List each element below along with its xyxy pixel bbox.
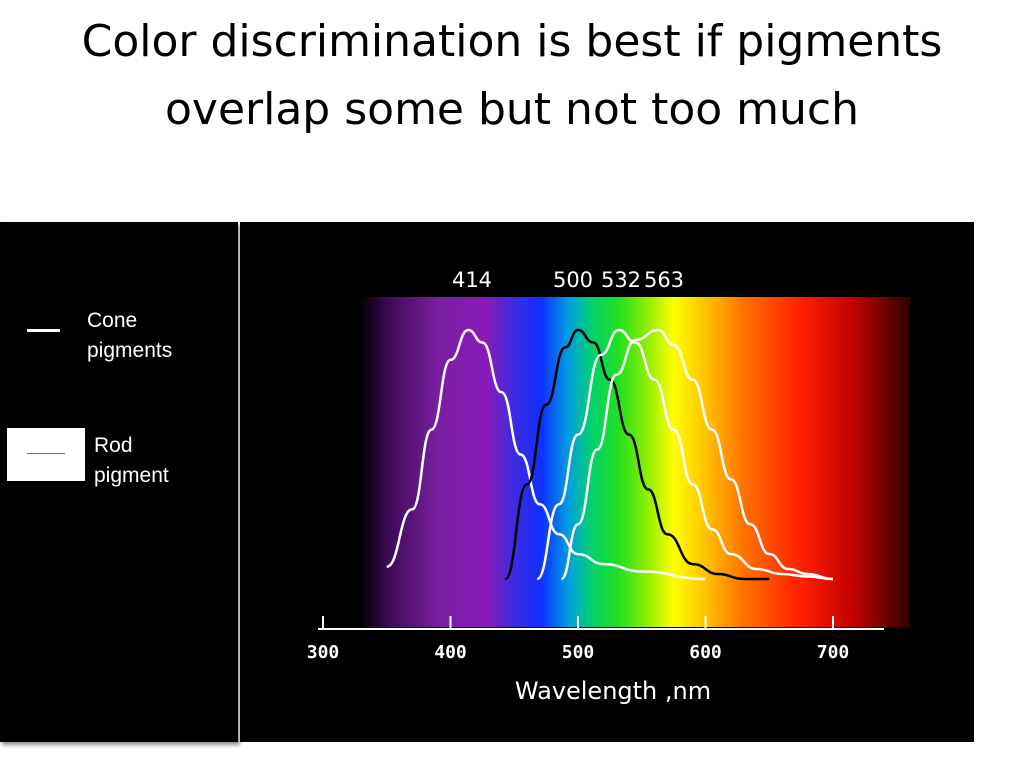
pigment-curves: [386, 328, 834, 581]
peak-label-563: 563: [644, 268, 684, 292]
x-tick-label-700: 700: [817, 642, 850, 663]
rod-legend-swatch: [7, 428, 85, 481]
x-axis-ticks: 300 400 500 600 700: [307, 616, 850, 663]
curve-rod-500: [504, 328, 770, 581]
rod-legend-label-line1: Rod: [94, 434, 133, 457]
x-tick-label-500: 500: [562, 642, 595, 663]
peak-labels: 414 500 532 563: [452, 268, 684, 292]
x-tick-label-400: 400: [434, 642, 467, 663]
cone-legend-label-line2: pigments: [87, 339, 173, 362]
spectrum-chart: 300 400 500 600 700 414 500 532 563 Wavelength …: [307, 268, 910, 705]
curve-cone-532: [536, 328, 834, 581]
cone-legend-swatch: [27, 329, 60, 332]
peak-label-532: 532: [601, 268, 641, 292]
legend-panel: [0, 222, 238, 742]
rod-legend-swatch-line: [27, 453, 65, 454]
x-tick-label-600: 600: [689, 642, 722, 663]
slide-title: Color discrimination is best if pigments…: [81, 16, 943, 135]
cone-legend-label-line1: Cone: [87, 309, 138, 332]
rod-legend-label-line2: pigment: [94, 464, 169, 487]
peak-label-414: 414: [452, 268, 492, 292]
peak-label-500: 500: [553, 268, 593, 292]
spectrum-chart-panel: 300 400 500 600 700 414 500 532 563 Wavelength …: [240, 222, 974, 742]
curve-cone-563: [560, 328, 834, 581]
curve-cone-414: [386, 328, 706, 581]
x-axis-title: Wavelength ,nm: [515, 677, 711, 705]
x-tick-label-300: 300: [307, 642, 340, 663]
